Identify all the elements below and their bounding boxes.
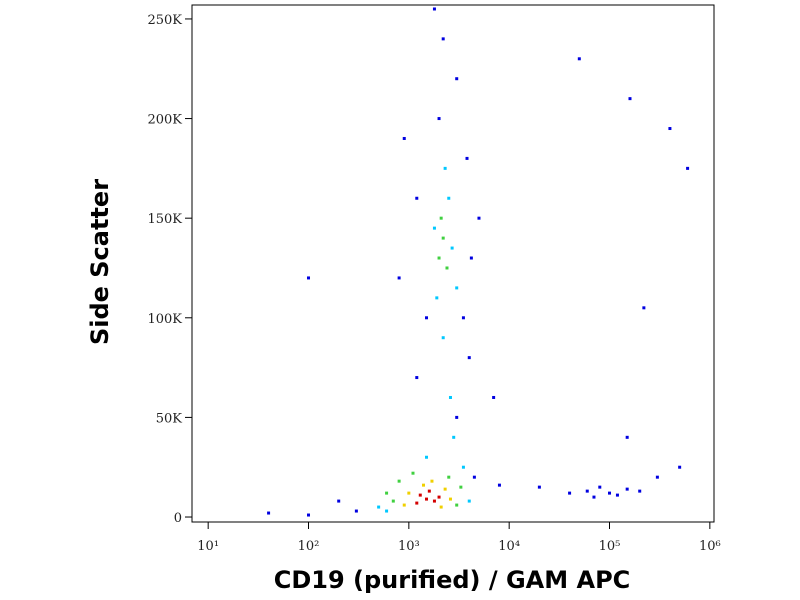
y-tick-label: 250K bbox=[147, 13, 182, 28]
event-dot bbox=[411, 471, 415, 475]
x-tick-label: 10¹ bbox=[197, 539, 219, 554]
event-dot bbox=[577, 57, 581, 61]
event-dot bbox=[354, 509, 358, 513]
event-dot bbox=[585, 489, 589, 493]
event-dot bbox=[465, 156, 469, 160]
event-dot bbox=[425, 455, 429, 459]
event-dot bbox=[592, 495, 596, 499]
event-dot bbox=[452, 435, 456, 439]
event-dot bbox=[437, 495, 441, 499]
event-dot bbox=[425, 497, 429, 501]
event-dot bbox=[407, 491, 411, 495]
x-tick-label: 10⁶ bbox=[699, 539, 721, 554]
event-dot bbox=[615, 493, 619, 497]
event-dot bbox=[418, 493, 422, 497]
event-dot bbox=[642, 306, 646, 310]
event-dot bbox=[625, 487, 629, 491]
event-dot bbox=[448, 395, 452, 399]
event-dot bbox=[307, 513, 311, 517]
event-dot bbox=[459, 485, 463, 489]
event-dot bbox=[402, 503, 406, 507]
event-dot bbox=[467, 356, 471, 360]
event-dot bbox=[397, 276, 401, 280]
event-dot bbox=[425, 316, 429, 320]
event-dot bbox=[441, 37, 445, 41]
event-dot bbox=[437, 117, 441, 121]
event-dot bbox=[477, 216, 481, 220]
event-dot bbox=[628, 97, 632, 101]
x-tick-label: 10⁴ bbox=[498, 539, 520, 554]
x-axis-label: CD19 (purified) / GAM APC bbox=[274, 566, 631, 594]
event-dot bbox=[668, 127, 672, 131]
event-dot bbox=[448, 497, 452, 501]
event-dot bbox=[441, 236, 445, 240]
event-dot bbox=[422, 483, 426, 487]
y-tick-label: 150K bbox=[147, 212, 182, 227]
plot-frame bbox=[191, 4, 715, 523]
event-dot bbox=[686, 166, 690, 170]
event-dot bbox=[337, 499, 341, 503]
event-dot bbox=[455, 286, 459, 290]
event-dot bbox=[492, 395, 496, 399]
event-dot bbox=[427, 489, 431, 493]
y-tick-label: 0 bbox=[174, 511, 182, 526]
x-tick-label: 10³ bbox=[398, 539, 420, 554]
event-dot bbox=[267, 511, 271, 515]
x-tick-label: 10⁵ bbox=[599, 539, 621, 554]
event-dot bbox=[415, 376, 419, 380]
event-dot bbox=[435, 296, 439, 300]
event-dot bbox=[467, 499, 471, 503]
event-dot bbox=[678, 465, 682, 469]
event-dot bbox=[439, 216, 443, 220]
event-dot bbox=[415, 196, 419, 200]
event-dot bbox=[568, 491, 572, 495]
event-dot bbox=[450, 246, 454, 250]
y-tick-label: 100K bbox=[147, 312, 182, 327]
event-dot bbox=[385, 509, 389, 513]
event-dot bbox=[432, 499, 436, 503]
event-dot bbox=[415, 501, 419, 505]
event-dot bbox=[455, 415, 459, 419]
event-dot bbox=[638, 489, 642, 493]
event-dot bbox=[443, 487, 447, 491]
event-dot bbox=[377, 505, 381, 509]
event-dot bbox=[397, 479, 401, 483]
event-dot bbox=[402, 136, 406, 140]
event-dot bbox=[655, 475, 659, 479]
event-dot bbox=[497, 483, 501, 487]
event-dot bbox=[441, 336, 445, 340]
event-dot bbox=[598, 485, 602, 489]
event-dot bbox=[469, 256, 473, 260]
event-dot bbox=[391, 499, 395, 503]
event-dot bbox=[455, 77, 459, 81]
y-axis-label: Side Scatter bbox=[86, 179, 114, 345]
event-dot bbox=[608, 491, 612, 495]
event-dot bbox=[430, 479, 434, 483]
x-tick-label: 10² bbox=[298, 539, 320, 554]
event-dot bbox=[625, 435, 629, 439]
event-dot bbox=[443, 166, 447, 170]
event-dot bbox=[437, 256, 441, 260]
event-dot bbox=[455, 503, 459, 507]
event-dot bbox=[439, 505, 443, 509]
event-dot bbox=[472, 475, 476, 479]
event-dot bbox=[447, 196, 451, 200]
event-dot bbox=[537, 485, 541, 489]
event-dot bbox=[461, 465, 465, 469]
event-dot bbox=[447, 475, 451, 479]
event-dot bbox=[461, 316, 465, 320]
event-dot bbox=[385, 491, 389, 495]
event-dot bbox=[432, 7, 436, 11]
event-dot bbox=[432, 226, 436, 230]
y-tick-label: 200K bbox=[147, 113, 182, 128]
event-dot bbox=[445, 266, 449, 270]
y-tick-label: 50K bbox=[156, 411, 183, 426]
event-dot bbox=[307, 276, 311, 280]
